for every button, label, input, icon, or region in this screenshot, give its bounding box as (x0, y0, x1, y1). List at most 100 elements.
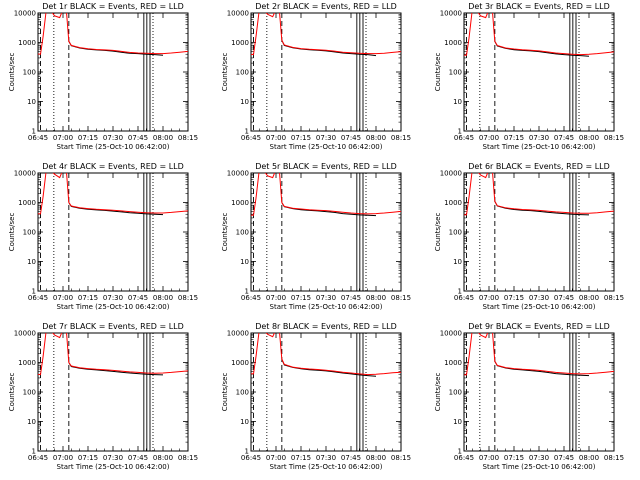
x-tick-label: 08:00 (366, 454, 386, 462)
x-tick-label: 08:15 (391, 294, 411, 302)
x-tick-label: 07:30 (316, 294, 336, 302)
detector-panel-4: Det 4r BLACK = Events, RED = LLD 1 10 100 10… (8, 162, 198, 311)
y-axis-label: Counts/sec (221, 373, 229, 412)
y-tick-label: 10000 (14, 330, 36, 338)
x-tick-label: 08:00 (366, 134, 386, 142)
y-tick-label: 10000 (14, 10, 36, 18)
y-tick-label: 1 (32, 128, 36, 136)
lld-series-line (38, 13, 188, 55)
plot-frame (250, 332, 402, 452)
plot-frame (463, 332, 615, 452)
y-axis-label: Counts/sec (8, 53, 16, 92)
x-tick-label: 06:45 (28, 294, 48, 302)
plot-frame (463, 172, 615, 292)
x-tick-label: 07:15 (78, 294, 98, 302)
x-tick-label: 07:00 (266, 134, 286, 142)
plot-frame (37, 12, 189, 132)
y-tick-label: 1 (245, 448, 249, 456)
x-tick-label: 08:15 (391, 454, 411, 462)
x-tick-label: 08:15 (604, 454, 624, 462)
x-tick-label: 07:30 (529, 134, 549, 142)
y-tick-label: 10000 (227, 10, 249, 18)
x-tick-label: 08:15 (178, 294, 198, 302)
plot-frame (463, 12, 615, 132)
x-tick-label: 07:45 (128, 454, 148, 462)
lld-series-line (464, 13, 614, 56)
x-tick-label: 07:15 (291, 134, 311, 142)
panel-title: Det 8r BLACK = Events, RED = LLD (255, 322, 397, 331)
x-axis-label: Start Time (25-Oct-10 06:42:00) (483, 463, 596, 471)
y-tick-label: 1 (245, 128, 249, 136)
x-tick-label: 08:15 (178, 134, 198, 142)
x-tick-label: 07:45 (341, 454, 361, 462)
panel-title: Det 9r BLACK = Events, RED = LLD (468, 322, 610, 331)
y-tick-label: 1 (458, 448, 462, 456)
x-tick-label: 08:00 (153, 134, 173, 142)
x-tick-label: 08:15 (391, 134, 411, 142)
x-tick-label: 07:00 (479, 454, 499, 462)
y-tick-label: 1000 (444, 39, 462, 47)
x-axis-label: Start Time (25-Oct-10 06:42:00) (270, 303, 383, 311)
x-tick-label: 07:15 (78, 454, 98, 462)
y-tick-label: 10000 (440, 10, 462, 18)
y-tick-label: 1 (32, 448, 36, 456)
detector-panel-6: Det 6r BLACK = Events, RED = LLD 1 10 100 10… (434, 162, 624, 311)
detector-panel-8: Det 8r BLACK = Events, RED = LLD 1 10 100 10… (221, 322, 411, 471)
x-tick-label: 08:15 (178, 454, 198, 462)
detector-panel-1: Det 1r BLACK = Events, RED = LLD 1 10 100 10… (8, 2, 198, 151)
detector-panel-2: Det 2r BLACK = Events, RED = LLD 1 10 100 10… (221, 2, 411, 151)
x-tick-label: 08:15 (604, 134, 624, 142)
y-tick-label: 10 (27, 258, 36, 266)
plot-frame (37, 332, 189, 452)
x-tick-label: 07:30 (529, 454, 549, 462)
x-tick-label: 07:45 (341, 294, 361, 302)
y-axis-label: Counts/sec (434, 373, 442, 412)
x-tick-label: 08:00 (366, 294, 386, 302)
y-tick-label: 10000 (440, 170, 462, 178)
lld-series-line (464, 173, 614, 216)
x-tick-label: 06:45 (241, 134, 261, 142)
y-tick-label: 1000 (444, 199, 462, 207)
x-tick-label: 07:30 (316, 134, 336, 142)
y-tick-label: 100 (236, 389, 249, 397)
x-tick-label: 07:30 (103, 134, 123, 142)
panel-title: Det 6r BLACK = Events, RED = LLD (468, 162, 610, 171)
x-axis-label: Start Time (25-Oct-10 06:42:00) (57, 143, 170, 151)
x-tick-label: 07:30 (316, 454, 336, 462)
x-axis-label: Start Time (25-Oct-10 06:42:00) (270, 463, 383, 471)
plot-frame (37, 172, 189, 292)
x-tick-label: 07:15 (291, 454, 311, 462)
plot-frame (250, 172, 402, 292)
x-tick-label: 08:00 (579, 454, 599, 462)
lld-series-line (251, 13, 401, 56)
y-tick-label: 10000 (440, 330, 462, 338)
lld-series-line (38, 333, 188, 376)
y-tick-label: 10 (240, 258, 249, 266)
x-tick-label: 08:00 (579, 294, 599, 302)
x-tick-label: 07:30 (103, 454, 123, 462)
y-tick-label: 100 (23, 229, 36, 237)
x-tick-label: 06:45 (241, 294, 261, 302)
lld-series-line (38, 173, 188, 215)
panel-title: Det 5r BLACK = Events, RED = LLD (255, 162, 397, 171)
detector-panel-3: Det 3r BLACK = Events, RED = LLD 1 10 100 10… (434, 2, 624, 151)
y-axis-label: Counts/sec (221, 213, 229, 252)
x-tick-label: 07:00 (53, 294, 73, 302)
x-tick-label: 08:00 (153, 294, 173, 302)
y-tick-label: 100 (449, 229, 462, 237)
panel-title: Det 4r BLACK = Events, RED = LLD (42, 162, 184, 171)
y-tick-label: 1000 (231, 359, 249, 367)
y-tick-label: 100 (23, 389, 36, 397)
y-tick-label: 10 (453, 418, 462, 426)
y-tick-label: 10 (240, 418, 249, 426)
x-axis-label: Start Time (25-Oct-10 06:42:00) (57, 303, 170, 311)
x-tick-label: 07:15 (504, 134, 524, 142)
y-tick-label: 1000 (444, 359, 462, 367)
x-axis-label: Start Time (25-Oct-10 06:42:00) (270, 143, 383, 151)
y-tick-label: 10 (453, 98, 462, 106)
x-axis-label: Start Time (25-Oct-10 06:42:00) (483, 143, 596, 151)
y-tick-label: 100 (449, 69, 462, 77)
x-tick-label: 08:15 (604, 294, 624, 302)
y-axis-label: Counts/sec (8, 213, 16, 252)
